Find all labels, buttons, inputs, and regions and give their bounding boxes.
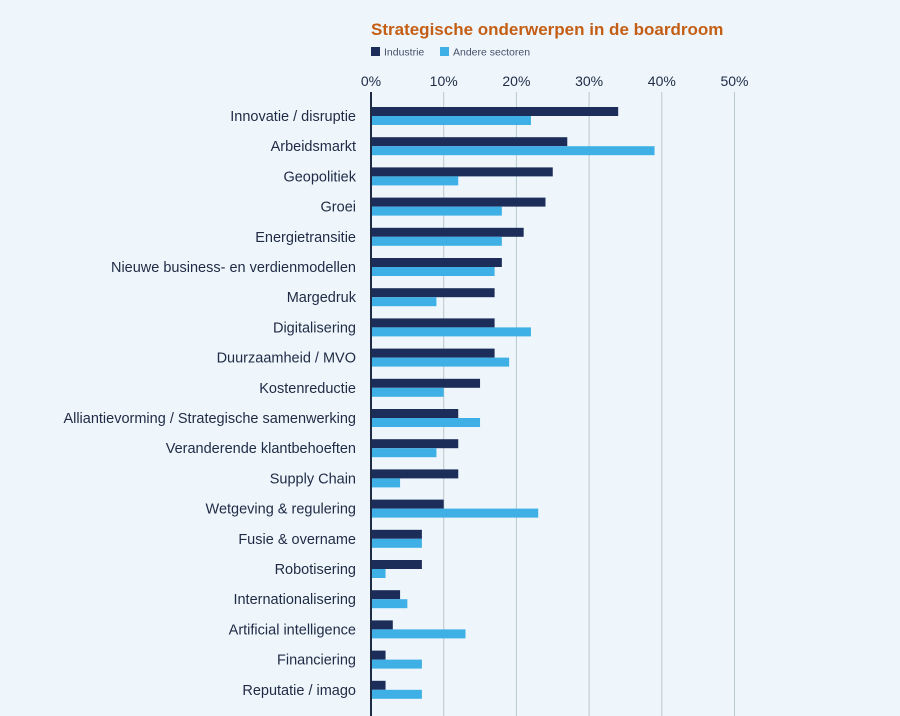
- legend-label-0: Industrie: [384, 47, 424, 59]
- gridlines: [443, 92, 735, 716]
- x-tick-label-50: 50%: [720, 73, 748, 89]
- bar-andere-sectoren-7: [371, 327, 531, 337]
- bar-industrie-2: [371, 167, 553, 177]
- bar-industrie-3: [371, 197, 546, 207]
- bar-andere-sectoren-5: [371, 267, 495, 276]
- bar-andere-sectoren-3: [371, 206, 502, 216]
- category-label-4: Energietransitie: [255, 230, 356, 246]
- bar-industrie-11: [371, 439, 459, 449]
- bar-industrie-13: [371, 499, 444, 509]
- bar-industrie-4: [371, 227, 524, 237]
- bar-andere-sectoren-18: [371, 659, 422, 669]
- bar-andere-sectoren-16: [371, 599, 408, 609]
- bar-andere-sectoren-6: [371, 297, 437, 307]
- bar-andere-sectoren-1: [371, 146, 655, 156]
- bar-industrie-10: [371, 409, 459, 418]
- bar-andere-sectoren-2: [371, 176, 459, 186]
- category-label-7: Digitalisering: [273, 320, 356, 336]
- category-label-12: Supply Chain: [270, 471, 356, 487]
- category-label-16: Internationalisering: [233, 592, 356, 608]
- bar-andere-sectoren-15: [371, 569, 386, 578]
- bar-industrie-0: [371, 107, 619, 116]
- bar-andere-sectoren-19: [371, 689, 422, 699]
- bar-industrie-1: [371, 137, 568, 147]
- x-tick-label-10: 10%: [430, 73, 458, 89]
- bar-industrie-19: [371, 680, 386, 690]
- category-label-9: Kostenreductie: [259, 381, 356, 397]
- bar-industrie-9: [371, 378, 481, 388]
- bar-andere-sectoren-14: [371, 538, 422, 548]
- x-tick-label-30: 30%: [575, 73, 603, 89]
- category-label-13: Wetgeving & regulering: [206, 502, 356, 518]
- category-label-19: Reputatie / imago: [242, 683, 356, 699]
- category-label-8: Duurzaamheid / MVO: [217, 351, 356, 367]
- category-label-0: Innovatie / disruptie: [230, 109, 356, 125]
- chart-title: Strategische onderwerpen in de boardroom: [371, 20, 723, 39]
- bar-industrie-18: [371, 650, 386, 660]
- bar-industrie-16: [371, 590, 401, 600]
- x-axis-ticks: 0% 10% 20% 30% 40% 50%: [361, 73, 749, 89]
- bar-industrie-14: [371, 529, 422, 539]
- bar-industrie-8: [371, 348, 495, 358]
- y-axis-labels: Innovatie / disruptie Arbeidsmarkt Geopoli…: [63, 109, 356, 699]
- bar-industrie-5: [371, 258, 502, 267]
- bar-andere-sectoren-9: [371, 387, 444, 397]
- category-label-14: Fusie & overname: [238, 532, 356, 548]
- legend-swatch-0: [371, 47, 380, 56]
- bar-industrie-12: [371, 469, 459, 479]
- category-label-18: Financiering: [277, 653, 356, 669]
- bars: [371, 107, 655, 699]
- bar-industrie-15: [371, 560, 422, 569]
- category-label-2: Geopolitiek: [283, 169, 356, 185]
- bar-andere-sectoren-4: [371, 236, 502, 246]
- x-tick-label-40: 40%: [648, 73, 676, 89]
- category-label-3: Groei: [321, 200, 356, 216]
- category-label-1: Arbeidsmarkt: [271, 139, 356, 155]
- category-label-17: Artificial intelligence: [229, 622, 356, 638]
- category-label-5: Nieuwe business- en verdienmodellen: [111, 260, 356, 276]
- bar-andere-sectoren-17: [371, 629, 466, 639]
- legend-label-1: Andere sectoren: [453, 47, 530, 59]
- bar-industrie-17: [371, 620, 393, 630]
- bar-andere-sectoren-12: [371, 478, 401, 488]
- category-label-11: Veranderende klantbehoeften: [166, 441, 356, 457]
- category-label-6: Margedruk: [287, 290, 357, 306]
- category-label-10: Alliantievorming / Strategische samenwer…: [63, 411, 356, 427]
- bar-andere-sectoren-13: [371, 508, 539, 518]
- bar-andere-sectoren-11: [371, 448, 437, 458]
- bar-andere-sectoren-8: [371, 357, 510, 367]
- bar-andere-sectoren-10: [371, 418, 481, 427]
- bar-industrie-6: [371, 288, 495, 298]
- category-label-15: Robotisering: [275, 562, 356, 578]
- x-tick-label-20: 20%: [502, 73, 530, 89]
- bar-industrie-7: [371, 318, 495, 328]
- legend-swatch-1: [440, 47, 449, 56]
- legend: Industrie Andere sectoren: [371, 47, 530, 59]
- x-tick-label-0: 0%: [361, 73, 381, 89]
- bar-andere-sectoren-0: [371, 116, 531, 125]
